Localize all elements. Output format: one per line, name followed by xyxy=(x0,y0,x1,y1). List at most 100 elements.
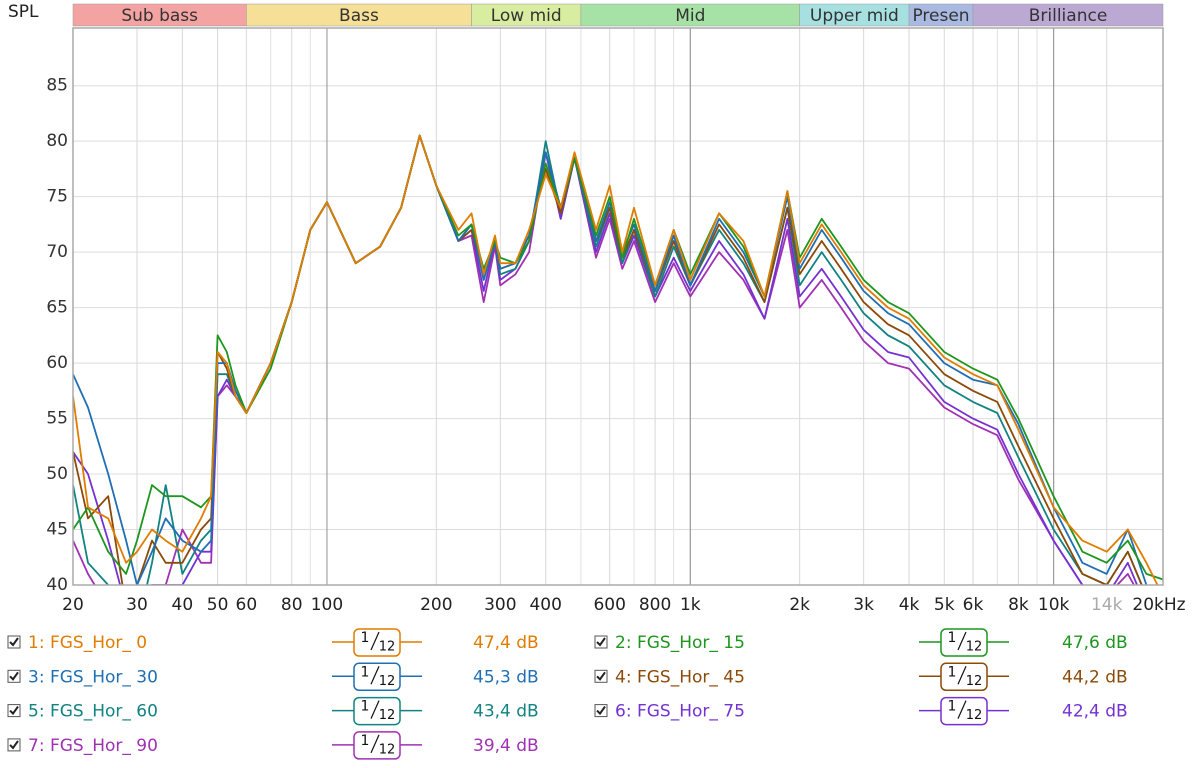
x-tick-label: 300 xyxy=(484,595,516,615)
legend-entry[interactable]: 3: FGS_Hor_ 30 1 12 45,3 dB xyxy=(7,662,539,692)
legend-entry[interactable]: 1: FGS_Hor_ 0 1 12 47,4 dB xyxy=(7,628,539,657)
smoothing-num: 1 xyxy=(361,630,370,646)
legend-level: 44,2 dB xyxy=(1062,667,1128,687)
x-tick-label: 50 xyxy=(207,595,229,615)
smoothing-box xyxy=(940,628,988,657)
x-tick-label: 40 xyxy=(172,595,194,615)
smoothing-slash xyxy=(370,700,380,719)
y-tick-label: 80 xyxy=(46,131,68,151)
smoothing-slash xyxy=(957,700,967,719)
y-axis-label: SPL xyxy=(8,2,39,22)
band-bar: Sub bass Bass Low mid Mid Upper mid Presen Bri… xyxy=(72,3,1164,27)
legend-check xyxy=(9,706,19,716)
smoothing-num: 1 xyxy=(361,699,370,715)
y-tick-label: 85 xyxy=(46,76,68,96)
legend-label: 2: FGS_Hor_ 15 xyxy=(615,633,745,653)
smoothing-den: 12 xyxy=(379,640,396,655)
y-tick-label: 45 xyxy=(46,520,68,540)
x-tick-label: 800 xyxy=(639,595,671,615)
x-tick-label: 600 xyxy=(593,595,625,615)
y-tick-label: 60 xyxy=(46,353,68,373)
legend-level: 43,4 dB xyxy=(473,702,539,722)
legend-entry[interactable]: 5: FGS_Hor_ 60 1 12 43,4 dB xyxy=(7,696,539,726)
smoothing-box xyxy=(940,696,988,726)
curve xyxy=(73,134,1159,585)
legend-entry[interactable]: 2: FGS_Hor_ 15 1 12 47,6 dB xyxy=(594,628,1128,657)
legend-entry[interactable]: 7: FGS_Hor_ 90 1 12 39,4 dB xyxy=(7,731,539,760)
legend-level: 47,4 dB xyxy=(473,633,539,653)
legend-level: 45,3 dB xyxy=(473,667,539,687)
smoothing-slash xyxy=(957,666,967,685)
legend-label: 3: FGS_Hor_ 30 xyxy=(28,667,158,687)
y-tick-label: 50 xyxy=(46,464,68,484)
legend-check xyxy=(9,671,19,681)
y-tick-label: 55 xyxy=(46,409,68,429)
x-tick-label: 8k xyxy=(1008,595,1029,615)
x-tick-label: 200 xyxy=(420,595,452,615)
smoothing-den: 12 xyxy=(379,742,396,757)
legend-entry[interactable]: 4: FGS_Hor_ 45 1 12 44,2 dB xyxy=(594,662,1128,692)
legend-check xyxy=(596,637,606,647)
legend-check xyxy=(596,671,606,681)
smoothing-num: 1 xyxy=(948,664,957,680)
smoothing-num: 1 xyxy=(361,664,370,680)
band-label: Presen xyxy=(912,6,969,26)
y-tick-label: 70 xyxy=(46,242,68,262)
legend-level: 42,4 dB xyxy=(1062,702,1128,722)
legend-label: 5: FGS_Hor_ 60 xyxy=(28,702,158,722)
x-tick-label: 4k xyxy=(899,595,920,615)
band xyxy=(972,3,1164,27)
x-tick-label: 10k xyxy=(1038,595,1070,615)
x-tick-label: 20kHz xyxy=(1132,595,1185,615)
legend-level: 47,6 dB xyxy=(1062,633,1128,653)
smoothing-box xyxy=(353,731,401,760)
legend-entry[interactable]: 6: FGS_Hor_ 75 1 12 42,4 dB xyxy=(594,696,1128,726)
band-label: Bass xyxy=(339,6,379,26)
legend-check xyxy=(9,740,19,750)
legend-check xyxy=(596,706,606,716)
y-tick-label: 40 xyxy=(46,575,68,595)
x-tick-label: 3k xyxy=(853,595,874,615)
smoothing-num: 1 xyxy=(361,733,370,749)
band-label: Mid xyxy=(675,6,705,26)
smoothing-den: 12 xyxy=(966,640,983,655)
x-tick-label: 5k xyxy=(934,595,955,615)
legend: 1: FGS_Hor_ 0 112 47,4 dB 2: FGS_Hor_ 15 112… xyxy=(7,628,1128,760)
x-tick-label: 30 xyxy=(126,595,148,615)
legend-check xyxy=(9,637,19,647)
x-tick-label: 6k xyxy=(963,595,984,615)
smoothing-den: 12 xyxy=(966,708,983,723)
y-tick-label: 65 xyxy=(46,298,68,318)
curves xyxy=(73,134,1163,585)
y-tick-label: 75 xyxy=(46,187,68,207)
band-label: Low mid xyxy=(491,6,562,26)
smoothing-num: 1 xyxy=(948,699,957,715)
smoothing-box xyxy=(353,696,401,726)
x-tick-label: 1k xyxy=(680,595,701,615)
axes: 40 45 50 55 60 65 70 75 80 85 20 30 40 50 60 80 100 200 30… xyxy=(46,76,1185,615)
band-label: Sub bass xyxy=(121,6,198,26)
legend-label: 1: FGS_Hor_ 0 xyxy=(28,633,147,653)
smoothing-den: 12 xyxy=(379,674,396,689)
smoothing-slash xyxy=(370,734,380,754)
smoothing-slash xyxy=(370,631,380,651)
smoothing-box xyxy=(353,662,401,692)
x-tick-label: 100 xyxy=(311,595,343,615)
smoothing-box xyxy=(353,628,401,657)
band-label: Brilliance xyxy=(1029,6,1108,26)
smoothing-slash xyxy=(957,631,967,651)
legend-label: 4: FGS_Hor_ 45 xyxy=(615,667,745,687)
smoothing-den: 12 xyxy=(966,674,983,689)
x-tick-label: 80 xyxy=(281,595,303,615)
x-tick-label: 400 xyxy=(529,595,561,615)
x-tick-label: 2k xyxy=(789,595,810,615)
x-tick-label: 60 xyxy=(236,595,258,615)
smoothing-box xyxy=(940,662,988,692)
plot-frame xyxy=(72,27,1164,586)
smoothing-slash xyxy=(370,666,380,685)
legend-level: 39,4 dB xyxy=(473,736,539,756)
legend-label: 7: FGS_Hor_ 90 xyxy=(28,736,158,756)
smoothing-num: 1 xyxy=(948,630,957,646)
